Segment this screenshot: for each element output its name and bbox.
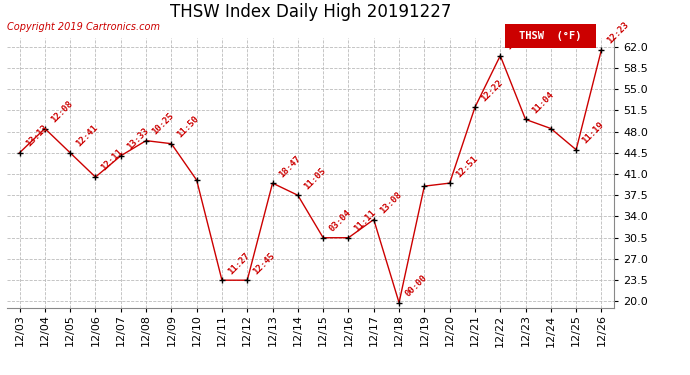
- Text: 11:05: 11:05: [302, 166, 327, 191]
- Text: 12:41: 12:41: [75, 123, 99, 148]
- Text: Copyright 2019 Cartronics.com: Copyright 2019 Cartronics.com: [7, 22, 160, 32]
- Text: 18:47: 18:47: [277, 154, 302, 179]
- Text: 12:23: 12:23: [606, 20, 631, 45]
- Text: 11:11: 11:11: [353, 208, 378, 234]
- Text: 03:04: 03:04: [327, 208, 353, 234]
- Text: 12:22: 12:22: [479, 78, 504, 103]
- Text: 13:33: 13:33: [125, 126, 150, 152]
- Text: 11:50: 11:50: [175, 114, 201, 140]
- Text: 12:51: 12:51: [454, 154, 479, 179]
- Text: 11:19: 11:19: [580, 120, 606, 146]
- Text: 11:04: 11:04: [530, 90, 555, 115]
- Text: 12:08: 12:08: [49, 99, 75, 124]
- Text: 13:13: 13:13: [23, 123, 49, 148]
- Text: 13:08: 13:08: [378, 190, 403, 215]
- Text: 12:11: 12:11: [99, 147, 125, 173]
- Text: 11:27: 11:27: [226, 251, 251, 276]
- Text: 10:25: 10:25: [150, 111, 175, 136]
- Text: 00:00: 00:00: [403, 273, 428, 298]
- Text: 12:21: 12:21: [504, 26, 530, 51]
- Text: 12:45: 12:45: [251, 251, 277, 276]
- Title: THSW Index Daily High 20191227: THSW Index Daily High 20191227: [170, 3, 451, 21]
